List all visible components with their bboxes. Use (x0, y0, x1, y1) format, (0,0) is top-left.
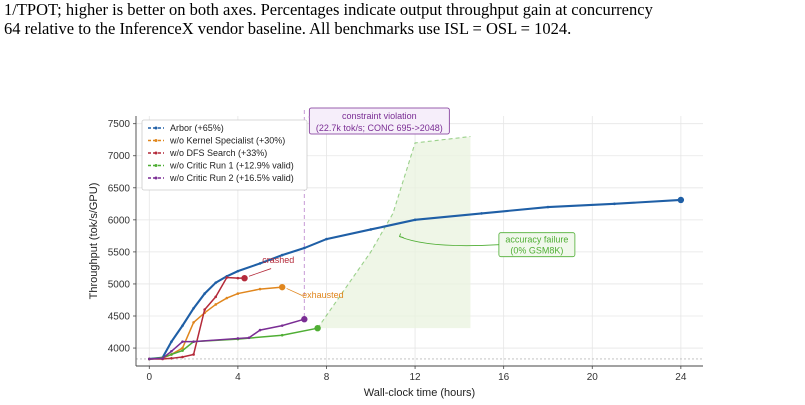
series-point (236, 276, 240, 280)
series-point (247, 336, 251, 340)
exhausted-label: exhausted (302, 290, 344, 300)
series-point (147, 357, 151, 361)
series-point (369, 228, 373, 231)
legend-entry: w/o Kernel Specialist (+30%) (169, 136, 285, 146)
exhausted-pointer (286, 288, 303, 296)
series-point (280, 253, 284, 257)
series-point (214, 303, 218, 306)
invalid-shade (317, 136, 471, 329)
series-point (170, 340, 173, 343)
series-point (181, 346, 184, 350)
accuracy-arrowhead (398, 233, 404, 238)
constraint-violation-box (308, 107, 450, 135)
series-point (170, 357, 173, 360)
y-tick-label: 7500 (108, 119, 131, 130)
legend-entry: w/o Critic Run 2 (+16.5% valid) (169, 173, 294, 183)
y-tick-label: 7000 (108, 151, 131, 162)
series-point (325, 237, 328, 241)
legend-entry: w/o Critic Run 1 (+12.9% valid) (169, 161, 294, 171)
series-point (181, 324, 184, 327)
legend: Arbor (+65%) w/o Kernel Specialist (+30%)… (141, 119, 308, 191)
series-point (181, 355, 184, 359)
legend-swatch-marker (154, 126, 158, 130)
x-tick-label: 4 (235, 372, 241, 383)
series-point (258, 328, 262, 332)
legend-entry: w/o DFS Search (+33%) (169, 148, 267, 158)
y-tick-label: 5000 (108, 279, 131, 290)
series-point (258, 287, 262, 291)
series-point (170, 353, 173, 356)
series-point (192, 321, 195, 324)
series-point (236, 292, 240, 295)
accuracy-pointer (399, 236, 499, 247)
x-tick-label: 16 (498, 372, 510, 383)
series-point (258, 262, 262, 265)
legend-swatch-marker (154, 176, 158, 180)
series-point (613, 202, 616, 206)
y-tick-label: 6000 (108, 215, 131, 226)
series-end-point (677, 196, 685, 204)
legend-entry: Arbor (+65%) (170, 123, 224, 133)
figure-caption: 1/TPOT; higher is better on both axes. P… (4, 0, 804, 38)
series-point (225, 296, 229, 300)
invalid-region (303, 110, 471, 329)
accuracy-failure-detail: (0% GSM8K) (510, 246, 563, 256)
series-point (192, 307, 195, 310)
annotations: constraint violation (22.7k tok/s; CONC … (248, 107, 576, 300)
series-point (413, 218, 417, 222)
series-point (236, 269, 240, 273)
series-line (149, 318, 305, 360)
series-line (149, 276, 245, 360)
series-lines (147, 196, 685, 361)
x-tick-label: 0 (147, 372, 153, 383)
series-point (236, 337, 240, 340)
series-point (203, 292, 206, 295)
series-end-point (314, 324, 321, 332)
series-point (192, 340, 195, 343)
series-point (480, 212, 483, 215)
series-end-point (241, 274, 248, 282)
series-point (214, 295, 218, 299)
axes: 0 4 8 12 16 20 24 4000 4500 5000 5500 6000 6500 7000 7… (108, 116, 703, 383)
series-point (170, 349, 173, 353)
series-point (214, 281, 218, 284)
y-tick-label: 5500 (108, 247, 131, 258)
legend-swatch-marker (154, 151, 158, 155)
series-end-point (301, 316, 308, 323)
constraint-violation-detail: (22.7k tok/s; CONC 695->2048) (316, 123, 443, 133)
x-tick-label: 20 (587, 372, 599, 383)
legend-swatch-marker (154, 164, 158, 167)
x-axis-label: Wall-clock time (hours) (364, 387, 475, 399)
y-axis-label: Throughput (tok/s/GPU) (88, 183, 100, 300)
series-point (181, 340, 184, 343)
x-tick-label: 8 (324, 372, 330, 383)
accuracy-failure-label: accuracy failure (505, 235, 568, 245)
y-tick-label: 6500 (108, 183, 131, 194)
y-tick-label: 4500 (108, 312, 131, 323)
x-tick-label: 12 (410, 372, 422, 383)
caption-line-2: 64 relative to the InferenceX vendor bas… (4, 19, 572, 38)
series-point (546, 205, 550, 209)
x-tick-label: 24 (675, 372, 687, 383)
crashed-pointer (248, 268, 272, 277)
series-point (161, 357, 164, 360)
caption-line-1: 1/TPOT; higher is better on both axes. P… (4, 0, 653, 19)
series-line (149, 327, 318, 360)
legend-frame (141, 119, 308, 191)
crashed-label: crashed (262, 255, 294, 265)
series-point (280, 324, 284, 327)
series-end-point (278, 283, 286, 291)
series-point (203, 308, 206, 311)
series-point (181, 349, 184, 352)
series-point (225, 276, 229, 279)
series-point (192, 353, 195, 356)
legend-swatch-marker (154, 139, 158, 142)
constraint-violation-label: constraint violation (342, 111, 417, 121)
y-tick-label: 4000 (108, 344, 131, 355)
series-point (280, 333, 284, 337)
series-point (303, 246, 306, 250)
